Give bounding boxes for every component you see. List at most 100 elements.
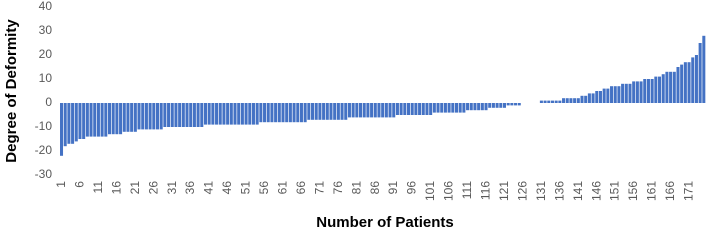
x-tick-label: 91 — [386, 181, 400, 195]
x-tick-label: 26 — [146, 181, 160, 195]
x-tick-label: 116 — [479, 181, 493, 200]
x-tick-label: 136 — [552, 181, 566, 201]
bar — [288, 103, 292, 123]
bar — [425, 103, 429, 115]
x-tick-label: 41 — [202, 181, 216, 195]
bar — [421, 103, 425, 115]
x-tick-label: 146 — [589, 181, 603, 201]
bar — [624, 83, 628, 103]
bar — [178, 103, 182, 127]
bar — [285, 103, 289, 123]
bar — [63, 103, 67, 147]
bar — [126, 103, 130, 132]
x-tick-label: 31 — [165, 181, 179, 195]
x-tick-label: 96 — [405, 181, 419, 195]
bar — [650, 79, 654, 103]
bar — [270, 103, 274, 123]
bar — [602, 88, 606, 103]
bar — [443, 103, 447, 113]
bar — [266, 103, 270, 123]
bar — [565, 98, 569, 103]
bar — [702, 35, 706, 103]
bar — [274, 103, 278, 123]
bar — [669, 71, 673, 103]
bar — [617, 86, 621, 103]
bar — [698, 43, 702, 103]
bar — [495, 103, 499, 108]
bar — [506, 103, 510, 106]
x-tick-label: 76 — [331, 181, 345, 195]
bar — [473, 103, 477, 111]
x-tick-label: 36 — [183, 181, 197, 195]
bar — [159, 103, 163, 130]
bar — [144, 103, 148, 130]
bar — [510, 103, 514, 106]
bar — [569, 98, 573, 103]
bar — [207, 103, 211, 125]
chart: Number of Patients Degree of Deformity -… — [3, 0, 706, 231]
bar — [347, 103, 351, 118]
bar — [462, 103, 466, 113]
bar — [477, 103, 481, 111]
bar — [399, 103, 403, 115]
x-tick-label: 56 — [257, 181, 271, 195]
bar — [558, 100, 562, 103]
bar — [414, 103, 418, 115]
bar — [96, 103, 100, 137]
bar — [517, 103, 521, 106]
bar — [244, 103, 248, 125]
bar — [573, 98, 577, 103]
bar — [329, 103, 333, 120]
bar — [89, 103, 93, 137]
bar — [595, 91, 599, 103]
bar — [111, 103, 115, 135]
bar — [451, 103, 455, 113]
bar — [654, 76, 658, 103]
bar — [229, 103, 233, 125]
bar — [325, 103, 329, 120]
bar — [676, 67, 680, 103]
y-tick-label: 10 — [39, 71, 53, 85]
bar — [74, 103, 78, 142]
bar — [60, 103, 64, 156]
bar — [170, 103, 174, 127]
x-tick-label: 86 — [368, 181, 382, 195]
bar — [499, 103, 503, 108]
x-tick-label: 166 — [663, 181, 677, 201]
bar — [392, 103, 396, 118]
bar — [67, 103, 71, 144]
bar — [292, 103, 296, 123]
x-tick-label: 1 — [54, 181, 68, 188]
x-tick-label: 51 — [239, 181, 253, 195]
bar — [403, 103, 407, 115]
y-tick-label: 40 — [39, 0, 53, 13]
bar — [104, 103, 108, 137]
y-tick-label: 30 — [39, 23, 53, 37]
bar — [646, 79, 650, 103]
bar — [587, 93, 591, 103]
x-tick-label: 126 — [515, 181, 529, 201]
y-tick-label: -10 — [35, 119, 53, 133]
bar — [377, 103, 381, 118]
bar — [181, 103, 185, 127]
bar — [635, 81, 639, 103]
bar — [598, 91, 602, 103]
bar — [447, 103, 451, 113]
bar — [362, 103, 366, 118]
bar — [418, 103, 422, 115]
bar — [303, 103, 307, 123]
bar — [200, 103, 204, 127]
bar — [694, 55, 698, 103]
x-tick-label: 121 — [497, 181, 511, 201]
bar — [299, 103, 303, 123]
bar — [281, 103, 285, 123]
bar — [248, 103, 252, 125]
x-tick-label: 106 — [442, 181, 456, 201]
bar — [584, 95, 588, 103]
bar — [458, 103, 462, 113]
x-tick-label: 16 — [109, 181, 123, 195]
bar — [148, 103, 152, 130]
bar — [133, 103, 137, 132]
y-axis-title: Degree of Deformity — [3, 19, 20, 163]
bar — [661, 74, 665, 103]
